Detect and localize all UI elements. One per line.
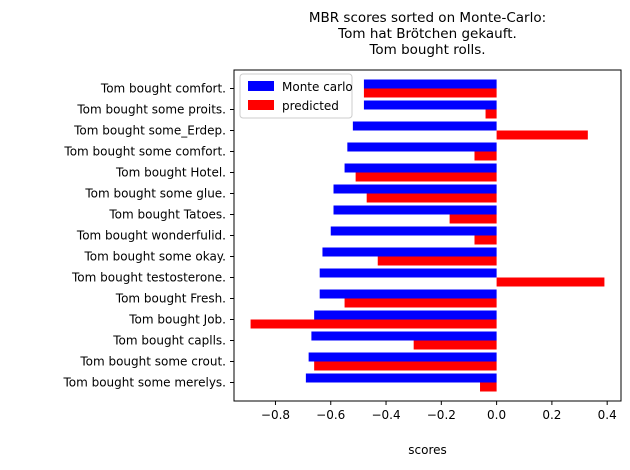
bar-predicted-1 [363, 88, 497, 98]
bar-monte-carlo-14 [308, 352, 497, 362]
bar-predicted-2 [485, 109, 497, 119]
y-tick-label-5: Tom bought Hotel. [115, 166, 226, 180]
bar-predicted-10 [496, 277, 605, 287]
y-tick-label-8: Tom bought wonderfulid. [76, 229, 226, 243]
plot-frame [233, 69, 622, 402]
title-line-3: Tom bought rolls. [368, 42, 485, 58]
bar-monte-carlo-9 [322, 247, 497, 257]
bar-predicted-15 [480, 382, 497, 392]
bar-monte-carlo-8 [330, 226, 497, 236]
bar-predicted-3 [496, 130, 588, 140]
bar-monte-carlo-11 [319, 289, 497, 299]
bar-monte-carlo-1 [363, 79, 497, 89]
legend-swatch-monte-carlo [248, 81, 274, 91]
bar-monte-carlo-7 [333, 205, 497, 215]
x-tick-label-2: −0.6 [316, 408, 345, 422]
title-line-2: Tom hat Brötchen gekauft. [337, 26, 517, 42]
x-tick-label-7: 0.4 [598, 408, 617, 422]
y-tick-label-14: Tom bought some crout. [79, 355, 226, 369]
bar-monte-carlo-12 [314, 310, 497, 320]
y-tick-label-11: Tom bought Fresh. [115, 292, 226, 306]
bar-predicted-6 [366, 193, 497, 203]
y-tick-label-12: Tom bought Job. [128, 313, 226, 327]
bar-monte-carlo-6 [333, 184, 497, 194]
y-tick-label-9: Tom bought some okay. [83, 250, 226, 264]
bar-monte-carlo-3 [352, 121, 497, 131]
bar-predicted-5 [355, 172, 497, 182]
y-tick-label-2: Tom bought some proits. [76, 103, 226, 117]
bar-predicted-4 [474, 151, 497, 161]
bar-predicted-11 [344, 298, 497, 308]
bar-predicted-9 [377, 256, 497, 266]
x-tick-label-1: −0.8 [261, 408, 290, 422]
x-axis-label: scores [408, 443, 447, 457]
bar-monte-carlo-15 [305, 373, 497, 383]
x-tick-label-3: −0.4 [371, 408, 400, 422]
x-axis-ticks: −0.8 −0.6 −0.4 −0.2 0.0 0.2 0.4 [261, 401, 617, 422]
bar-predicted-13 [413, 340, 497, 350]
y-tick-label-3: Tom bought some_Erdep. [73, 124, 226, 138]
y-tick-label-1: Tom bought comfort. [100, 82, 226, 96]
bar-predicted-14 [314, 361, 497, 371]
y-tick-label-4: Tom bought some comfort. [63, 145, 226, 159]
x-tick-label-5: 0.0 [487, 408, 506, 422]
bar-predicted-12 [250, 319, 497, 329]
bar-predicted-7 [449, 214, 497, 224]
bar-monte-carlo-2 [363, 100, 497, 110]
legend: Monte carlo predicted [239, 73, 353, 119]
title-line-1: MBR scores sorted on Monte-Carlo: [309, 10, 546, 26]
y-tick-label-6: Tom bought some glue. [84, 187, 226, 201]
legend-label-predicted: predicted [282, 99, 339, 113]
y-tick-label-13: Tom bought caplls. [112, 334, 226, 348]
bars [250, 79, 605, 392]
y-axis-ticks: Tom bought comfort. Tom bought some proit… [62, 82, 234, 390]
x-tick-label-4: −0.2 [427, 408, 456, 422]
legend-swatch-predicted [248, 100, 274, 110]
y-tick-label-15: Tom bought some merelys. [62, 376, 226, 390]
bar-monte-carlo-13 [311, 331, 497, 341]
y-tick-label-10: Tom bought testosterone. [71, 271, 226, 285]
bar-monte-carlo-4 [347, 142, 497, 152]
bar-predicted-8 [474, 235, 497, 245]
legend-label-monte-carlo: Monte carlo [282, 80, 353, 94]
y-tick-label-7: Tom bought Tatoes. [108, 208, 226, 222]
bar-monte-carlo-10 [319, 268, 497, 278]
chart-title: MBR scores sorted on Monte-Carlo:Tom hat… [309, 10, 546, 58]
bar-monte-carlo-5 [344, 163, 497, 173]
x-tick-label-6: 0.2 [542, 408, 561, 422]
